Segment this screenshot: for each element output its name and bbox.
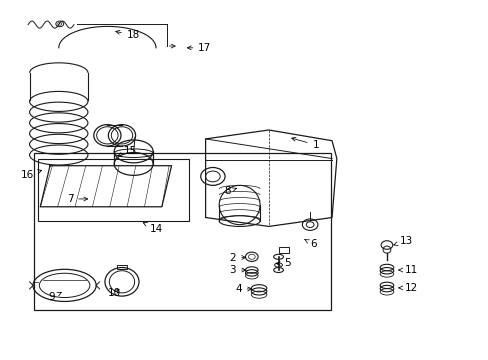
Text: 16: 16 (21, 170, 41, 180)
Text: 6: 6 (304, 239, 316, 249)
Text: 17: 17 (187, 43, 211, 53)
Text: 5: 5 (276, 258, 290, 268)
Text: 7: 7 (66, 194, 87, 204)
Text: 9: 9 (48, 292, 61, 302)
Text: 11: 11 (398, 265, 417, 275)
Text: 8: 8 (224, 186, 236, 197)
Text: 4: 4 (234, 284, 251, 294)
Text: 12: 12 (398, 283, 417, 293)
Text: 14: 14 (143, 222, 163, 234)
Text: 2: 2 (229, 252, 245, 262)
Bar (117, 265, 126, 269)
Text: 18: 18 (116, 30, 140, 40)
Bar (34, 153, 330, 310)
Text: 10: 10 (107, 288, 120, 298)
Bar (38, 158, 188, 221)
Bar (278, 247, 288, 253)
Text: 15: 15 (118, 147, 137, 157)
Text: 3: 3 (229, 265, 245, 275)
Text: 1: 1 (291, 137, 319, 150)
Text: 13: 13 (393, 236, 412, 246)
